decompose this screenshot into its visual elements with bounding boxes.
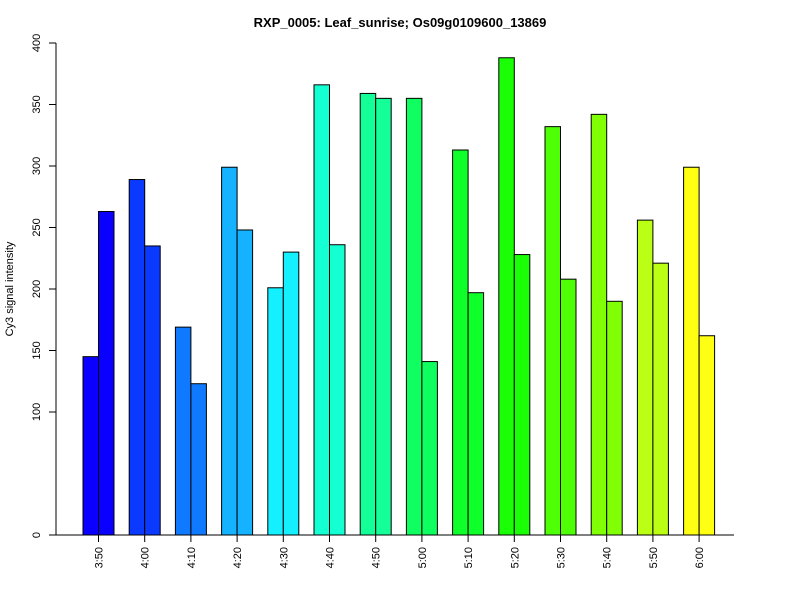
y-tick-label: 350 <box>31 95 43 113</box>
y-tick-label: 250 <box>31 218 43 236</box>
x-tick-label: 4:10 <box>186 547 198 568</box>
bar-600-2 <box>698 335 716 536</box>
bar-510-1 <box>452 149 469 536</box>
x-tick-label: 4:30 <box>278 547 290 568</box>
x-tick-label: 5:00 <box>417 547 429 568</box>
bar-400-2 <box>144 245 161 536</box>
x-tick-label: 5:10 <box>463 547 475 568</box>
bar-420-2 <box>236 229 254 536</box>
bar-410-2 <box>190 383 207 536</box>
bar-430-1 <box>267 287 284 536</box>
bar-600-1 <box>683 166 700 536</box>
x-tick-label: 4:50 <box>371 547 383 568</box>
x-tick-label: 3:50 <box>94 547 106 568</box>
bar-540-1 <box>590 113 608 536</box>
x-tick-label: 6:00 <box>694 547 706 568</box>
y-axis-label: Cy3 signal intensity <box>4 241 16 336</box>
bar-450-2 <box>375 97 392 536</box>
x-tick-label: 5:40 <box>602 547 614 568</box>
x-tick-label: 5:30 <box>556 547 568 568</box>
bar-430-2 <box>282 251 300 536</box>
bar-520-1 <box>498 57 515 536</box>
x-tick-label: 4:40 <box>325 547 337 568</box>
bar-440-1 <box>313 84 330 536</box>
y-tick-label: 300 <box>31 157 43 175</box>
y-tick-label: 200 <box>31 280 43 298</box>
chart-title: RXP_0005: Leaf_sunrise; Os09g0109600_138… <box>254 15 547 30</box>
y-ticks: 0 100 150 200 250 300 350 400 <box>31 34 56 538</box>
x-tick-label: 5:50 <box>648 547 660 568</box>
bar-510-2 <box>467 292 485 536</box>
bar-500-1 <box>405 97 423 536</box>
bar-450-1 <box>359 92 377 536</box>
x-tick-label: 4:20 <box>232 547 244 568</box>
x-tick-label: 5:20 <box>509 547 521 568</box>
y-tick-label: 100 <box>31 403 43 421</box>
bar-550-2 <box>652 262 669 536</box>
bar-350-2 <box>98 211 115 536</box>
bar-520-2 <box>513 254 531 536</box>
bar-400-1 <box>128 179 146 536</box>
x-ticks: 3:50 4:00 4:10 4:20 4:30 4:40 4:50 5:00 5:10 5:20… <box>94 535 706 568</box>
bar-440-2 <box>329 244 346 536</box>
bar-350-1 <box>82 356 99 536</box>
y-tick-label: 400 <box>31 34 43 52</box>
x-tick-label: 4:00 <box>140 547 152 568</box>
bars <box>82 57 716 536</box>
bar-530-2 <box>560 278 577 536</box>
bar-500-2 <box>421 361 438 536</box>
bar-410-1 <box>174 326 192 536</box>
bar-550-1 <box>636 219 654 536</box>
bar-420-1 <box>221 166 238 536</box>
y-tick-label: 150 <box>31 341 43 359</box>
y-tick-label: 0 <box>31 532 43 538</box>
bar-540-2 <box>606 300 623 536</box>
bar-530-1 <box>544 126 561 536</box>
